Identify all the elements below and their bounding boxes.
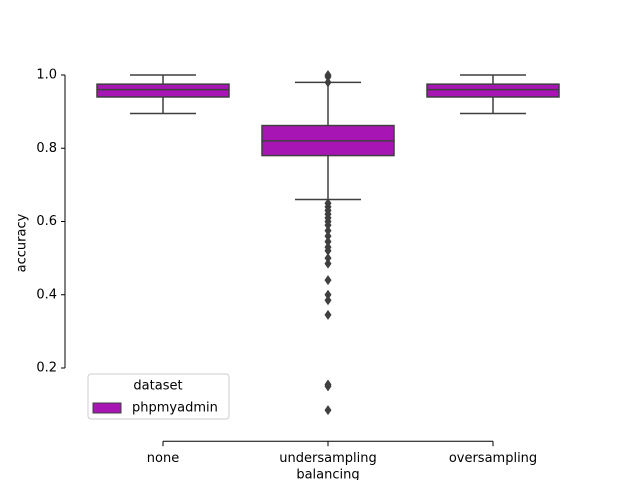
y-tick-label: 0.6 xyxy=(36,214,57,229)
legend-swatch xyxy=(92,402,122,414)
outlier xyxy=(324,231,332,242)
outlier xyxy=(324,77,332,88)
outlier xyxy=(324,245,332,256)
outlier xyxy=(324,225,332,236)
outlier xyxy=(324,71,332,82)
legend-title: dataset xyxy=(133,379,182,394)
outlier xyxy=(324,405,332,416)
y-tick-label: 1.0 xyxy=(36,68,57,83)
outlier xyxy=(324,258,332,269)
y-tick-label: 0.4 xyxy=(36,287,57,302)
outlier xyxy=(324,220,332,231)
outlier xyxy=(324,275,332,286)
x-axis-label: balancing xyxy=(296,468,359,480)
y-tick-label: 0.2 xyxy=(36,361,57,376)
outlier xyxy=(324,295,332,306)
outlier xyxy=(324,236,332,247)
legend-label: phpmyadmin xyxy=(132,401,218,416)
outlier xyxy=(324,289,332,300)
box xyxy=(96,83,230,98)
y-axis-label: accuracy xyxy=(15,213,30,272)
x-tick-label: oversampling xyxy=(449,451,537,466)
outlier xyxy=(324,309,332,320)
y-tick-label: 0.8 xyxy=(36,141,57,156)
box xyxy=(426,83,560,98)
outlier xyxy=(324,253,332,264)
outlier xyxy=(324,381,332,392)
x-tick-label: none xyxy=(147,451,179,466)
x-tick-label: undersampling xyxy=(279,451,376,466)
legend-frame xyxy=(87,373,230,420)
